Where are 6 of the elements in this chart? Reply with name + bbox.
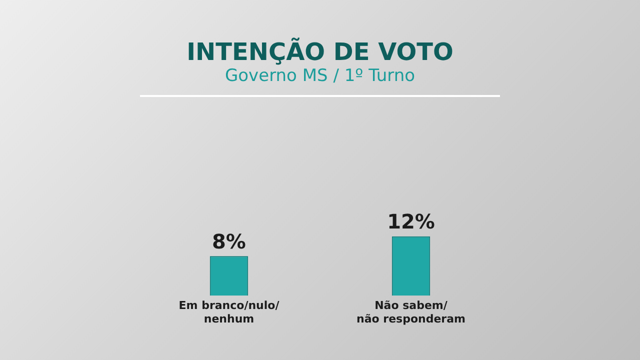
x-tick-label: Não sabem/ não responderam (356, 299, 466, 326)
chart-subtitle: Governo MS / 1º Turno (224, 66, 416, 86)
data-label: 8% (212, 229, 246, 254)
chart-title: INTENÇÃO DE VOTO (186, 38, 454, 66)
data-label: 12% (387, 210, 435, 234)
x-tick-label: Em branco/nulo/ nenhum (178, 299, 280, 326)
